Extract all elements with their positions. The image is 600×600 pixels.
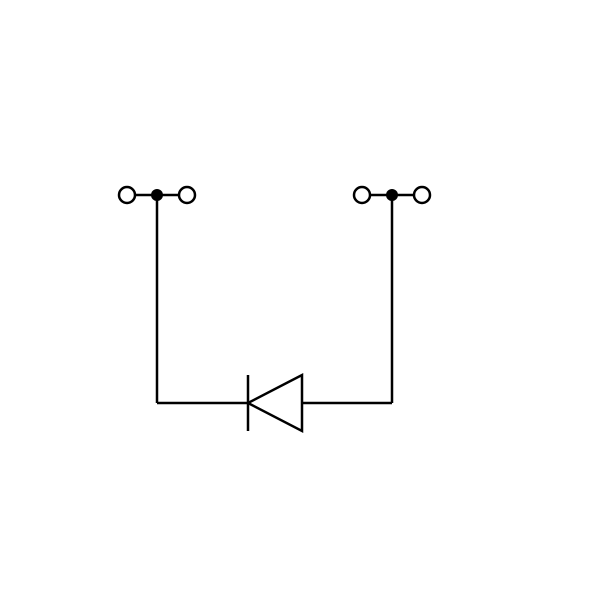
diode-triangle: [248, 375, 302, 431]
junction-node-left: [151, 189, 163, 201]
terminal-open-right-b: [414, 187, 430, 203]
terminal-open-left-a: [119, 187, 135, 203]
junction-node-right: [386, 189, 398, 201]
terminal-open-right-a: [354, 187, 370, 203]
circuit-diagram: [0, 0, 600, 600]
terminal-open-left-b: [179, 187, 195, 203]
